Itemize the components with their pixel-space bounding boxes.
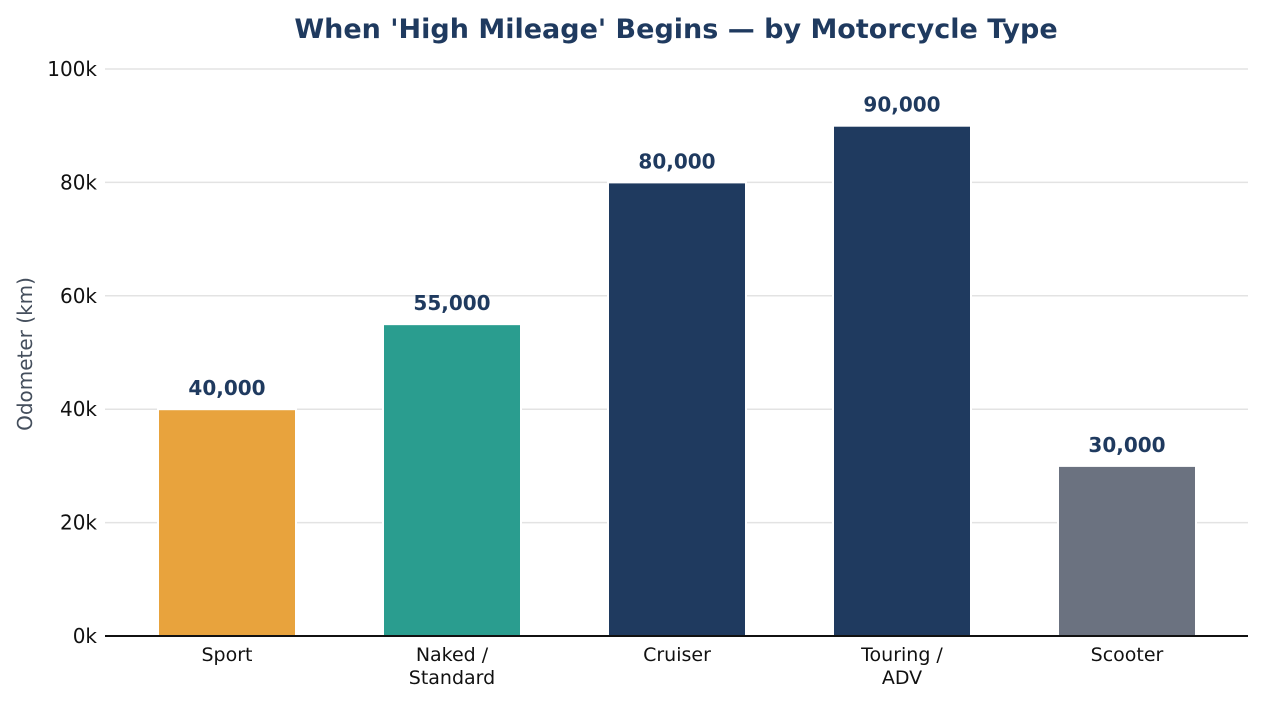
data-label: 90,000 <box>863 93 940 117</box>
x-tick-labels: Sport Naked /Standard Cruiser Touring /ADV S… <box>201 644 1163 689</box>
bars <box>157 124 1197 638</box>
x-tick-label: Scooter <box>1091 644 1164 666</box>
bar <box>1057 464 1197 637</box>
bar <box>832 124 972 637</box>
y-axis-label: Odometer (km) <box>13 277 37 431</box>
y-tick-label: 80k <box>60 170 97 194</box>
y-tick-label: 0k <box>73 624 98 648</box>
x-tick-label: Standard <box>409 667 495 689</box>
y-tick-label: 60k <box>60 284 97 308</box>
x-tick-label: Touring / <box>860 644 943 666</box>
y-tick-label: 40k <box>60 397 97 421</box>
bar <box>382 323 522 637</box>
x-tick-label: Naked / <box>416 644 489 666</box>
bar <box>157 408 297 638</box>
chart-title: When 'High Mileage' Begins — by Motorcyc… <box>294 14 1057 45</box>
data-label: 30,000 <box>1088 433 1165 457</box>
y-tick-label: 100k <box>47 57 97 81</box>
data-label: 55,000 <box>413 291 490 315</box>
data-labels: 40,000 55,000 80,000 90,000 30,000 <box>188 93 1165 457</box>
data-label: 80,000 <box>638 149 715 173</box>
x-tick-label: ADV <box>882 667 922 689</box>
x-tick-label: Sport <box>201 644 252 666</box>
data-label: 40,000 <box>188 376 265 400</box>
y-tick-label: 20k <box>60 511 97 535</box>
bar <box>607 181 747 637</box>
y-tick-labels: 0k 20k 40k 60k 80k 100k <box>47 57 97 648</box>
x-tick-label: Cruiser <box>643 644 711 666</box>
